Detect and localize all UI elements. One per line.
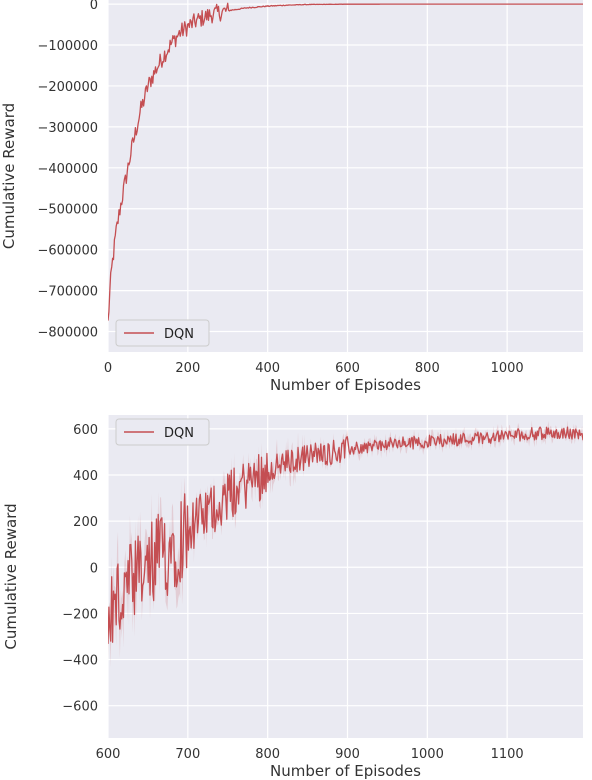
y-tick-label: −300000 bbox=[37, 121, 98, 136]
legend-label: DQN bbox=[164, 327, 194, 342]
y-tick-label: −600000 bbox=[37, 244, 98, 259]
y-tick-label: −200 bbox=[62, 607, 98, 622]
y-tick-label: 200 bbox=[73, 515, 98, 530]
x-tick-label: 1000 bbox=[411, 747, 444, 762]
x-tick-label: 800 bbox=[415, 361, 440, 376]
x-tick-label: 600 bbox=[335, 361, 360, 376]
x-tick-label: 1100 bbox=[491, 747, 524, 762]
y-tick-label: −200000 bbox=[37, 80, 98, 95]
plot-area bbox=[108, 0, 583, 352]
y-tick-label: −500000 bbox=[37, 203, 98, 218]
legend-box bbox=[115, 418, 210, 446]
x-tick-label: 900 bbox=[335, 747, 360, 762]
x-tick-label: 800 bbox=[255, 747, 280, 762]
y-tick-label: −700000 bbox=[37, 285, 98, 300]
series-line-dqn bbox=[108, 426, 583, 644]
x-tick-label: 1000 bbox=[491, 361, 524, 376]
x-tick-label: 400 bbox=[255, 361, 280, 376]
plot-area bbox=[108, 415, 583, 738]
x-tick-label: 0 bbox=[104, 361, 112, 376]
y-tick-label: −600 bbox=[62, 700, 98, 715]
chart-panel-2: 600 700 800 900 1000 1100 600 400 200 0 −200 −400 −6… bbox=[2, 415, 583, 780]
y-tick-label: 0 bbox=[90, 0, 98, 13]
series-line-dqn bbox=[108, 2, 583, 321]
y-tick-label: 400 bbox=[73, 469, 98, 484]
x-axis-label: Number of Episodes bbox=[270, 376, 421, 394]
y-tick-label: −400 bbox=[62, 654, 98, 669]
y-tick-label: −100000 bbox=[37, 39, 98, 54]
y-axis-label: Cumulative Reward bbox=[0, 103, 18, 249]
y-tick-label: 0 bbox=[90, 561, 98, 576]
x-tick-label: 200 bbox=[175, 361, 200, 376]
y-tick-label: 600 bbox=[73, 423, 98, 438]
x-tick-label: 700 bbox=[175, 747, 200, 762]
x-axis-label: Number of Episodes bbox=[270, 762, 421, 780]
y-tick-label: −400000 bbox=[37, 162, 98, 177]
y-tick-label: −800000 bbox=[37, 326, 98, 341]
legend: DQN bbox=[115, 418, 210, 446]
x-tick-label: 600 bbox=[96, 747, 121, 762]
legend-box bbox=[115, 319, 210, 347]
y-axis-label: Cumulative Reward bbox=[2, 503, 20, 649]
legend-label: DQN bbox=[164, 426, 194, 441]
chart-panel-1: 0 200 400 600 800 1000 0 −100000 −200000 −300000 −… bbox=[0, 0, 583, 394]
legend: DQN bbox=[115, 319, 210, 347]
